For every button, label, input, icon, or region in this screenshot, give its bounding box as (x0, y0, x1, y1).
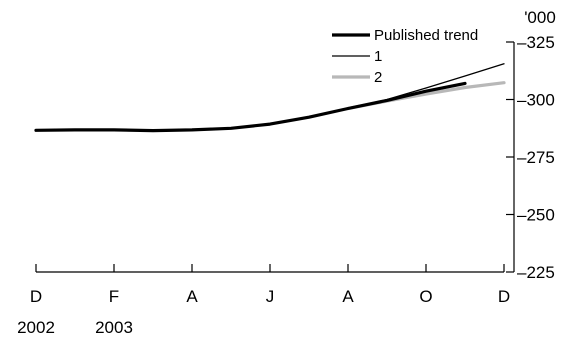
x-year-label: 2002 (17, 318, 55, 337)
y-tick-label: –225 (517, 263, 555, 282)
y-tick-label: –250 (517, 206, 555, 225)
legend-label: 1 (374, 48, 382, 65)
y-axis: –225 –250 –275 –300 –325 (506, 33, 555, 282)
x-tick-label: F (109, 287, 119, 306)
x-tick-label: J (266, 287, 275, 306)
x-tick-label: A (186, 287, 198, 306)
y-unit-label: '000 (524, 8, 556, 27)
y-tick-label: –300 (517, 91, 555, 110)
y-tick-label: –325 (517, 33, 555, 52)
series-line-published-trend (34, 81, 467, 133)
x-tick-label: D (30, 287, 42, 306)
x-tick-label: O (419, 287, 432, 306)
legend-label: 2 (374, 69, 382, 86)
series-layer (34, 63, 506, 133)
x-tick-label: A (342, 287, 354, 306)
legend: Published trend 1 2 (332, 27, 478, 86)
legend-label: Published trend (374, 27, 478, 44)
x-year-label: 2003 (95, 318, 133, 337)
x-axis: D 2002 F 2003 A J A O D (17, 264, 510, 337)
x-tick-label: D (498, 287, 510, 306)
y-tick-label: –275 (517, 148, 555, 167)
